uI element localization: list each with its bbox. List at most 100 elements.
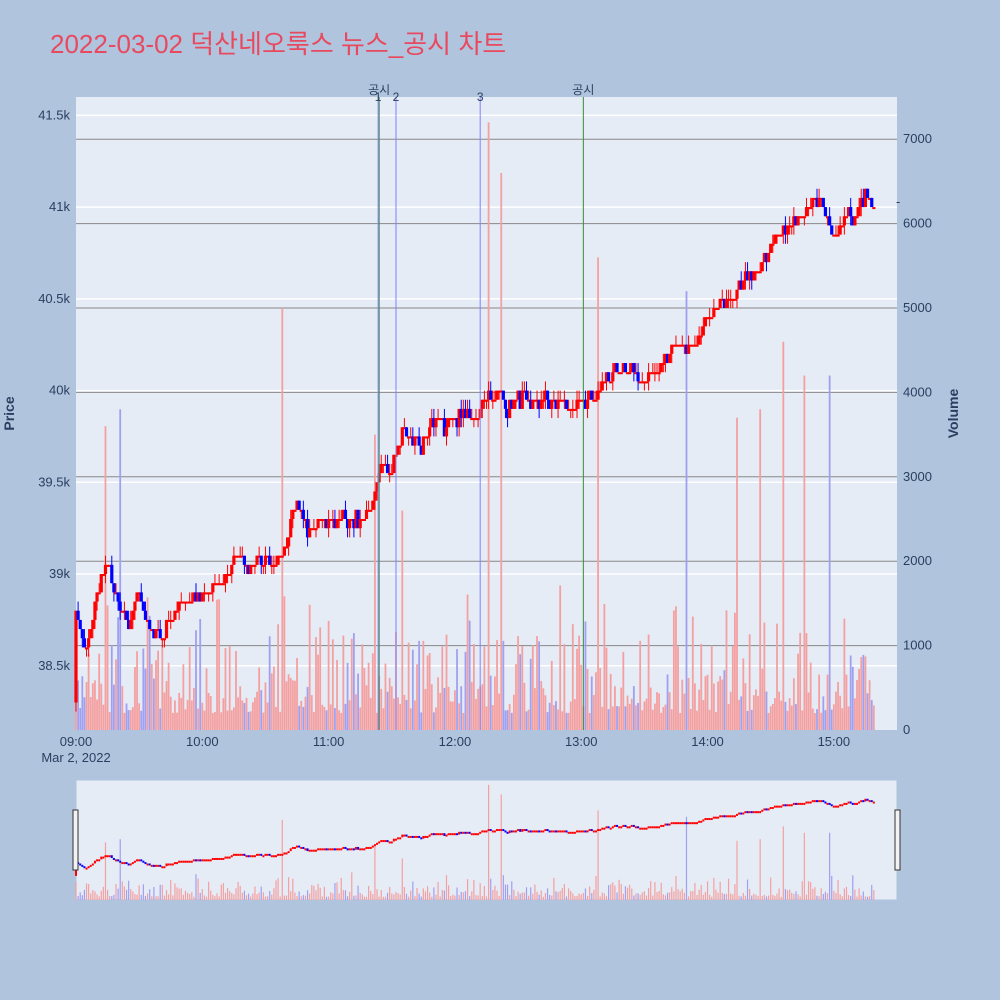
range-slider-volume-bar <box>742 892 744 900</box>
candle-down <box>268 555 272 565</box>
candle-up <box>714 308 718 310</box>
volume-bar <box>805 633 808 730</box>
volume-bar <box>620 687 623 730</box>
candle-up <box>668 353 672 364</box>
range-slider-volume-bar <box>850 895 852 900</box>
range-slider-candle <box>434 833 437 836</box>
range-slider-volume-bar <box>673 891 675 900</box>
volume-bar <box>814 713 816 730</box>
range-slider-candle <box>864 798 867 802</box>
range-slider-volume-bar <box>450 896 452 900</box>
volume-bar <box>390 686 393 730</box>
candle-up <box>179 601 183 604</box>
range-slider-volume-bar <box>170 879 172 900</box>
range-slider-left-handle[interactable] <box>72 809 79 871</box>
range-slider-candle <box>597 829 600 832</box>
range-slider-candle <box>361 848 364 851</box>
range-slider-candle <box>169 863 172 866</box>
range-slider-volume-bar <box>77 896 79 900</box>
range-slider-candle <box>289 848 292 852</box>
y2-tick-label: 0 <box>903 722 910 737</box>
range-slider-volume-bar <box>189 893 191 900</box>
range-slider-candle <box>314 849 317 852</box>
y-tick-label: 41k <box>49 199 70 214</box>
candle-up <box>832 234 836 237</box>
range-slider-candle <box>106 855 109 858</box>
range-slider-candle <box>801 802 804 805</box>
range-slider-volume-bar <box>281 820 283 900</box>
range-slider-volume-bar <box>504 884 507 900</box>
range-slider-candle <box>283 852 286 855</box>
range-slider-volume-bar <box>565 896 568 900</box>
range-slider-candle <box>386 840 389 843</box>
volume-bar <box>795 704 797 730</box>
range-slider-volume-bar <box>698 889 700 900</box>
candle-up <box>217 583 221 586</box>
range-slider-candle <box>803 802 806 805</box>
candle-up <box>236 555 240 558</box>
range-slider-candle <box>807 801 810 804</box>
volume-bar <box>790 705 793 730</box>
range-slider-volume-bar <box>376 889 378 900</box>
candle-up <box>348 519 352 529</box>
range-slider-volume-bar <box>294 892 296 900</box>
range-slider-candle <box>573 831 576 834</box>
range-slider-volume-bar <box>136 894 138 900</box>
volume-bar <box>807 692 810 730</box>
range-slider-volume-bar <box>559 890 561 900</box>
volume-bar <box>483 646 486 730</box>
volume-bar <box>780 700 783 730</box>
volume-bar <box>361 644 364 730</box>
range-slider-candle <box>439 833 442 836</box>
range-slider-candle <box>797 802 800 805</box>
range-slider-volume-bar <box>528 895 530 900</box>
candle-up <box>762 252 766 263</box>
range-slider-candle <box>268 853 271 856</box>
range-slider-volume-bar <box>561 888 563 900</box>
candle-down <box>463 408 468 419</box>
range-slider-candle <box>274 855 277 858</box>
range-slider-volume-bar <box>473 879 475 900</box>
candle-up <box>253 564 257 567</box>
volume-bar <box>489 675 492 730</box>
candle-down <box>821 197 825 208</box>
candle-up <box>661 363 665 366</box>
range-slider-candle <box>182 860 185 863</box>
volume-bar <box>664 704 667 730</box>
candle-up <box>137 592 141 595</box>
candle-up <box>527 399 531 402</box>
range-slider-candle <box>563 830 566 833</box>
candle-up <box>705 317 710 320</box>
range-slider-candle <box>809 801 812 804</box>
volume-bar <box>283 596 286 730</box>
candle-up <box>200 592 204 602</box>
range-slider-volume-bar <box>540 890 542 900</box>
volume-bar <box>679 713 682 730</box>
range-slider-candle <box>184 860 187 863</box>
range-slider-volume-bar <box>744 895 747 900</box>
range-slider-volume-bar <box>732 894 734 900</box>
range-slider-right-handle[interactable] <box>894 809 901 871</box>
range-slider[interactable] <box>72 779 901 901</box>
range-slider-volume-bar <box>351 872 353 900</box>
range-slider-candle <box>866 798 869 801</box>
volume-bar <box>355 694 357 730</box>
range-slider-volume-bar <box>311 885 313 900</box>
range-slider-volume-bar <box>740 896 742 900</box>
volume-bar <box>632 686 635 730</box>
range-slider-volume-bar <box>302 895 304 900</box>
range-slider-volume-bar <box>614 885 616 900</box>
range-slider-volume-bar <box>841 896 843 900</box>
range-slider-candle <box>712 816 715 819</box>
range-slider-volume-bar <box>626 887 629 900</box>
candle-up <box>604 372 609 382</box>
candle-up <box>863 188 868 208</box>
volume-bar <box>508 703 511 730</box>
volume-bar <box>163 692 166 730</box>
candle-up <box>232 555 236 565</box>
y2-tick-label: 1000 <box>903 638 932 653</box>
range-slider-candle <box>369 846 372 849</box>
range-slider-candle <box>424 835 427 838</box>
news-marker-label: 2 <box>393 90 400 104</box>
range-slider-volume-bar <box>111 896 113 900</box>
